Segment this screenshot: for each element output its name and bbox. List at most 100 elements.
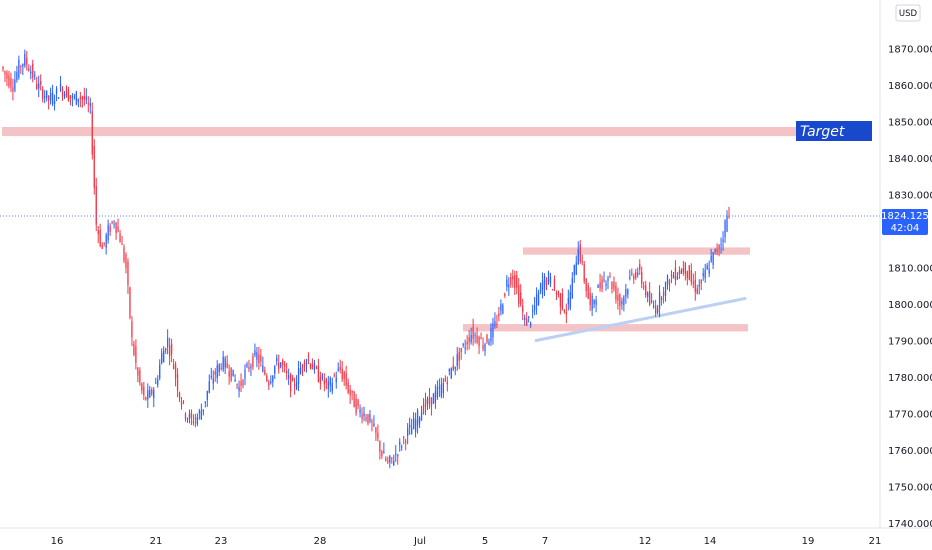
candle [531, 304, 534, 319]
candle [700, 279, 702, 291]
candle [502, 303, 504, 315]
candle-body [557, 291, 560, 295]
candle [696, 284, 698, 295]
candle [670, 270, 673, 284]
candle-body [621, 300, 623, 305]
candle [61, 86, 64, 101]
candle-body [569, 292, 571, 309]
target-zone[interactable] [2, 126, 872, 137]
candle [615, 281, 617, 304]
candle [545, 277, 548, 291]
candle-body [446, 381, 448, 385]
candle [367, 413, 369, 426]
candle [85, 88, 87, 105]
candle [647, 291, 649, 303]
candle-body [220, 367, 222, 369]
candle-body [418, 417, 421, 424]
candle-body [238, 387, 240, 392]
candle-body [256, 352, 258, 360]
candle-body [91, 111, 93, 155]
candle-body [682, 268, 685, 273]
candle-body [369, 414, 371, 422]
candle [438, 378, 441, 398]
candle-body [585, 278, 587, 292]
candle [57, 97, 60, 99]
candle-body [317, 366, 320, 382]
candle [343, 370, 345, 387]
candle-body [498, 313, 500, 317]
candle [512, 269, 514, 288]
candle [309, 363, 312, 370]
candle [656, 304, 659, 315]
candle [254, 343, 256, 358]
candle-body [258, 354, 260, 363]
support-trendline[interactable] [534, 297, 747, 342]
price-axis[interactable]: 1870.000 1860.000 1850.000 1840.000 1830.000… [879, 0, 932, 530]
candle [635, 268, 637, 281]
candle-body [551, 289, 554, 291]
candle-body [553, 278, 556, 290]
candle-body [34, 75, 36, 77]
candle-body [599, 282, 601, 289]
candle [529, 321, 532, 328]
candle [192, 414, 195, 426]
candle [389, 454, 391, 469]
candle [125, 252, 127, 274]
candle [516, 270, 518, 295]
candle-body [545, 279, 548, 285]
candle [482, 337, 484, 352]
candle [484, 342, 486, 356]
candle-body [426, 398, 429, 405]
candle-body [609, 276, 611, 278]
candle-body [250, 366, 252, 368]
candle-body [117, 226, 119, 232]
candle-body [161, 352, 163, 364]
candle [682, 260, 685, 276]
candle [172, 358, 175, 370]
candle [16, 65, 18, 83]
candle-body [188, 413, 191, 419]
candle-body [97, 230, 99, 235]
candle [403, 435, 405, 445]
candle [526, 312, 528, 326]
candle [105, 232, 107, 255]
candle [452, 356, 454, 372]
candle-body [319, 376, 322, 384]
candle-body [712, 252, 714, 265]
candle [426, 396, 429, 410]
candle-body [28, 68, 30, 71]
candle-body [422, 404, 425, 413]
candle [26, 51, 28, 71]
time-axis[interactable]: 16 21 23 28 Jul 5 7 12 14 19 21 [0, 527, 932, 547]
candle-body [163, 350, 165, 363]
candle-body [724, 220, 726, 238]
candle [391, 457, 393, 464]
candle [720, 237, 722, 254]
candle [45, 90, 48, 102]
candle-body [341, 368, 343, 380]
candle-body [89, 103, 91, 107]
candle-body [363, 412, 365, 417]
candle-body [726, 215, 728, 232]
candle-body [414, 419, 417, 432]
candle [563, 309, 566, 314]
time-tick-label: 16 [51, 536, 64, 547]
candle [593, 299, 595, 308]
candle [141, 382, 143, 395]
candle [188, 409, 191, 424]
candle [710, 248, 712, 263]
target-annotation[interactable]: Target [796, 121, 872, 141]
upper-range-zone[interactable] [523, 247, 750, 255]
candle [284, 360, 286, 373]
candle [107, 219, 109, 244]
candle [462, 342, 464, 348]
candle [708, 260, 710, 278]
candle [165, 347, 167, 355]
candle [133, 340, 135, 357]
candle-body [649, 291, 651, 305]
currency-badge[interactable] [895, 4, 921, 22]
candle-body [286, 371, 288, 374]
candle-body [619, 294, 621, 306]
candle-body [73, 96, 76, 98]
